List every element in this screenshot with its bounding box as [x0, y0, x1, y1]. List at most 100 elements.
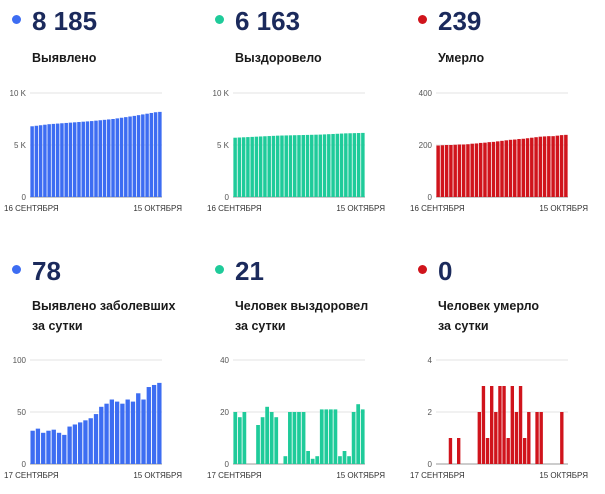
- bar: [124, 117, 128, 197]
- bar: [88, 418, 93, 464]
- bar: [310, 458, 315, 464]
- bar: [517, 139, 521, 197]
- bar: [510, 386, 514, 464]
- y-tick-label: 200: [419, 141, 433, 150]
- deaths-bullet-icon: [418, 15, 427, 24]
- bar: [283, 456, 288, 464]
- bar: [241, 137, 246, 197]
- bar: [98, 120, 102, 197]
- daily-detected-value: 78: [32, 256, 61, 286]
- bar: [444, 145, 449, 197]
- bar: [483, 142, 487, 197]
- y-tick-label: 100: [13, 356, 27, 365]
- detected-label: Выявлено: [32, 51, 97, 65]
- x-start-date-label: 17 СЕНТЯБРЯ: [4, 471, 59, 480]
- bar: [64, 122, 68, 197]
- bar: [351, 412, 356, 464]
- bar: [292, 412, 297, 464]
- y-tick-label: 2: [428, 408, 433, 417]
- bar: [233, 137, 237, 197]
- bar: [78, 422, 83, 464]
- bar: [560, 412, 564, 464]
- daily-recovered-label-line1: Человек выздоровел: [235, 299, 369, 313]
- bar: [72, 122, 77, 197]
- daily-deaths-label-line1: Человек умерло: [438, 299, 540, 313]
- bar: [525, 138, 530, 197]
- bar: [514, 412, 519, 464]
- x-end-date-label: 15 ОКТЯБРЯ: [539, 204, 588, 213]
- deaths-chart: 0 200 400 16 СЕНТЯБРЯ 15 ОКТЯБРЯ: [410, 89, 588, 213]
- bar: [513, 139, 517, 197]
- bar: [132, 115, 137, 197]
- bar: [555, 135, 560, 197]
- bar: [564, 134, 568, 197]
- bar: [502, 386, 506, 464]
- bar: [356, 133, 361, 197]
- deaths-value: 239: [438, 6, 482, 36]
- bar: [60, 123, 64, 197]
- bar: [338, 456, 342, 464]
- bar: [508, 139, 513, 197]
- bar: [538, 136, 543, 197]
- bar: [347, 456, 351, 464]
- y-tick-label: 50: [17, 408, 26, 417]
- bar: [539, 412, 543, 464]
- bar: [102, 119, 107, 197]
- bar: [449, 145, 453, 197]
- x-start-date-label: 17 СЕНТЯБРЯ: [207, 471, 262, 480]
- bar: [141, 399, 146, 464]
- bar: [34, 125, 39, 197]
- bar: [275, 135, 280, 197]
- bar: [120, 403, 125, 464]
- bar: [128, 116, 132, 197]
- daily-deaths-chart: 0 2 4 17 СЕНТЯБРЯ 15 ОКТЯБРЯ: [410, 356, 588, 480]
- bar: [360, 409, 365, 464]
- bar: [250, 136, 254, 197]
- bar: [280, 135, 284, 197]
- bar: [319, 409, 324, 464]
- bar: [333, 409, 338, 464]
- bar: [51, 123, 56, 197]
- bar: [47, 124, 51, 197]
- bar: [466, 144, 470, 197]
- bar: [130, 401, 136, 464]
- detected-chart: 0 5 K 10 K 16 СЕНТЯБРЯ 15 ОКТЯБРЯ: [4, 89, 182, 213]
- bar: [470, 143, 474, 197]
- bar: [99, 406, 104, 464]
- bar: [474, 143, 479, 197]
- bar: [324, 409, 329, 464]
- bar: [297, 412, 301, 464]
- recovered-chart: 0 5 K 10 K 16 СЕНТЯБРЯ 15 ОКТЯБРЯ: [207, 89, 385, 213]
- y-tick-label: 4: [428, 356, 433, 365]
- bar: [288, 412, 292, 464]
- bar: [329, 409, 333, 464]
- bar: [237, 137, 242, 197]
- x-start-date-label: 16 СЕНТЯБРЯ: [410, 204, 465, 213]
- bar: [301, 412, 306, 464]
- y-tick-label: 0: [225, 460, 230, 469]
- detected-value: 8 185: [32, 6, 98, 36]
- x-end-date-label: 15 ОКТЯБРЯ: [133, 204, 182, 213]
- bar: [151, 384, 157, 464]
- bar: [318, 134, 323, 197]
- bar: [157, 382, 162, 464]
- bar: [535, 412, 539, 464]
- bar: [149, 112, 154, 197]
- bar: [315, 456, 320, 464]
- bar: [136, 115, 141, 197]
- bar: [331, 133, 335, 197]
- bar: [310, 134, 314, 197]
- bar: [542, 136, 547, 197]
- bar: [265, 406, 269, 464]
- bar: [478, 142, 483, 197]
- detected-bullet-icon: [12, 15, 21, 24]
- bar: [104, 403, 109, 464]
- panel-deaths: 239 Умерло 0 200 400 16 СЕНТЯБРЯ 15 ОКТЯБРЯ: [406, 0, 605, 240]
- bar: [254, 136, 259, 197]
- bar: [141, 114, 145, 197]
- panel-recovered: 6 163 Выздоровело 0 5 K 10 K 16 СЕНТЯБРЯ 15 …: [203, 0, 403, 240]
- y-tick-label: 10 K: [10, 89, 27, 98]
- bar: [274, 417, 279, 464]
- bar: [485, 438, 490, 464]
- bar: [38, 125, 43, 197]
